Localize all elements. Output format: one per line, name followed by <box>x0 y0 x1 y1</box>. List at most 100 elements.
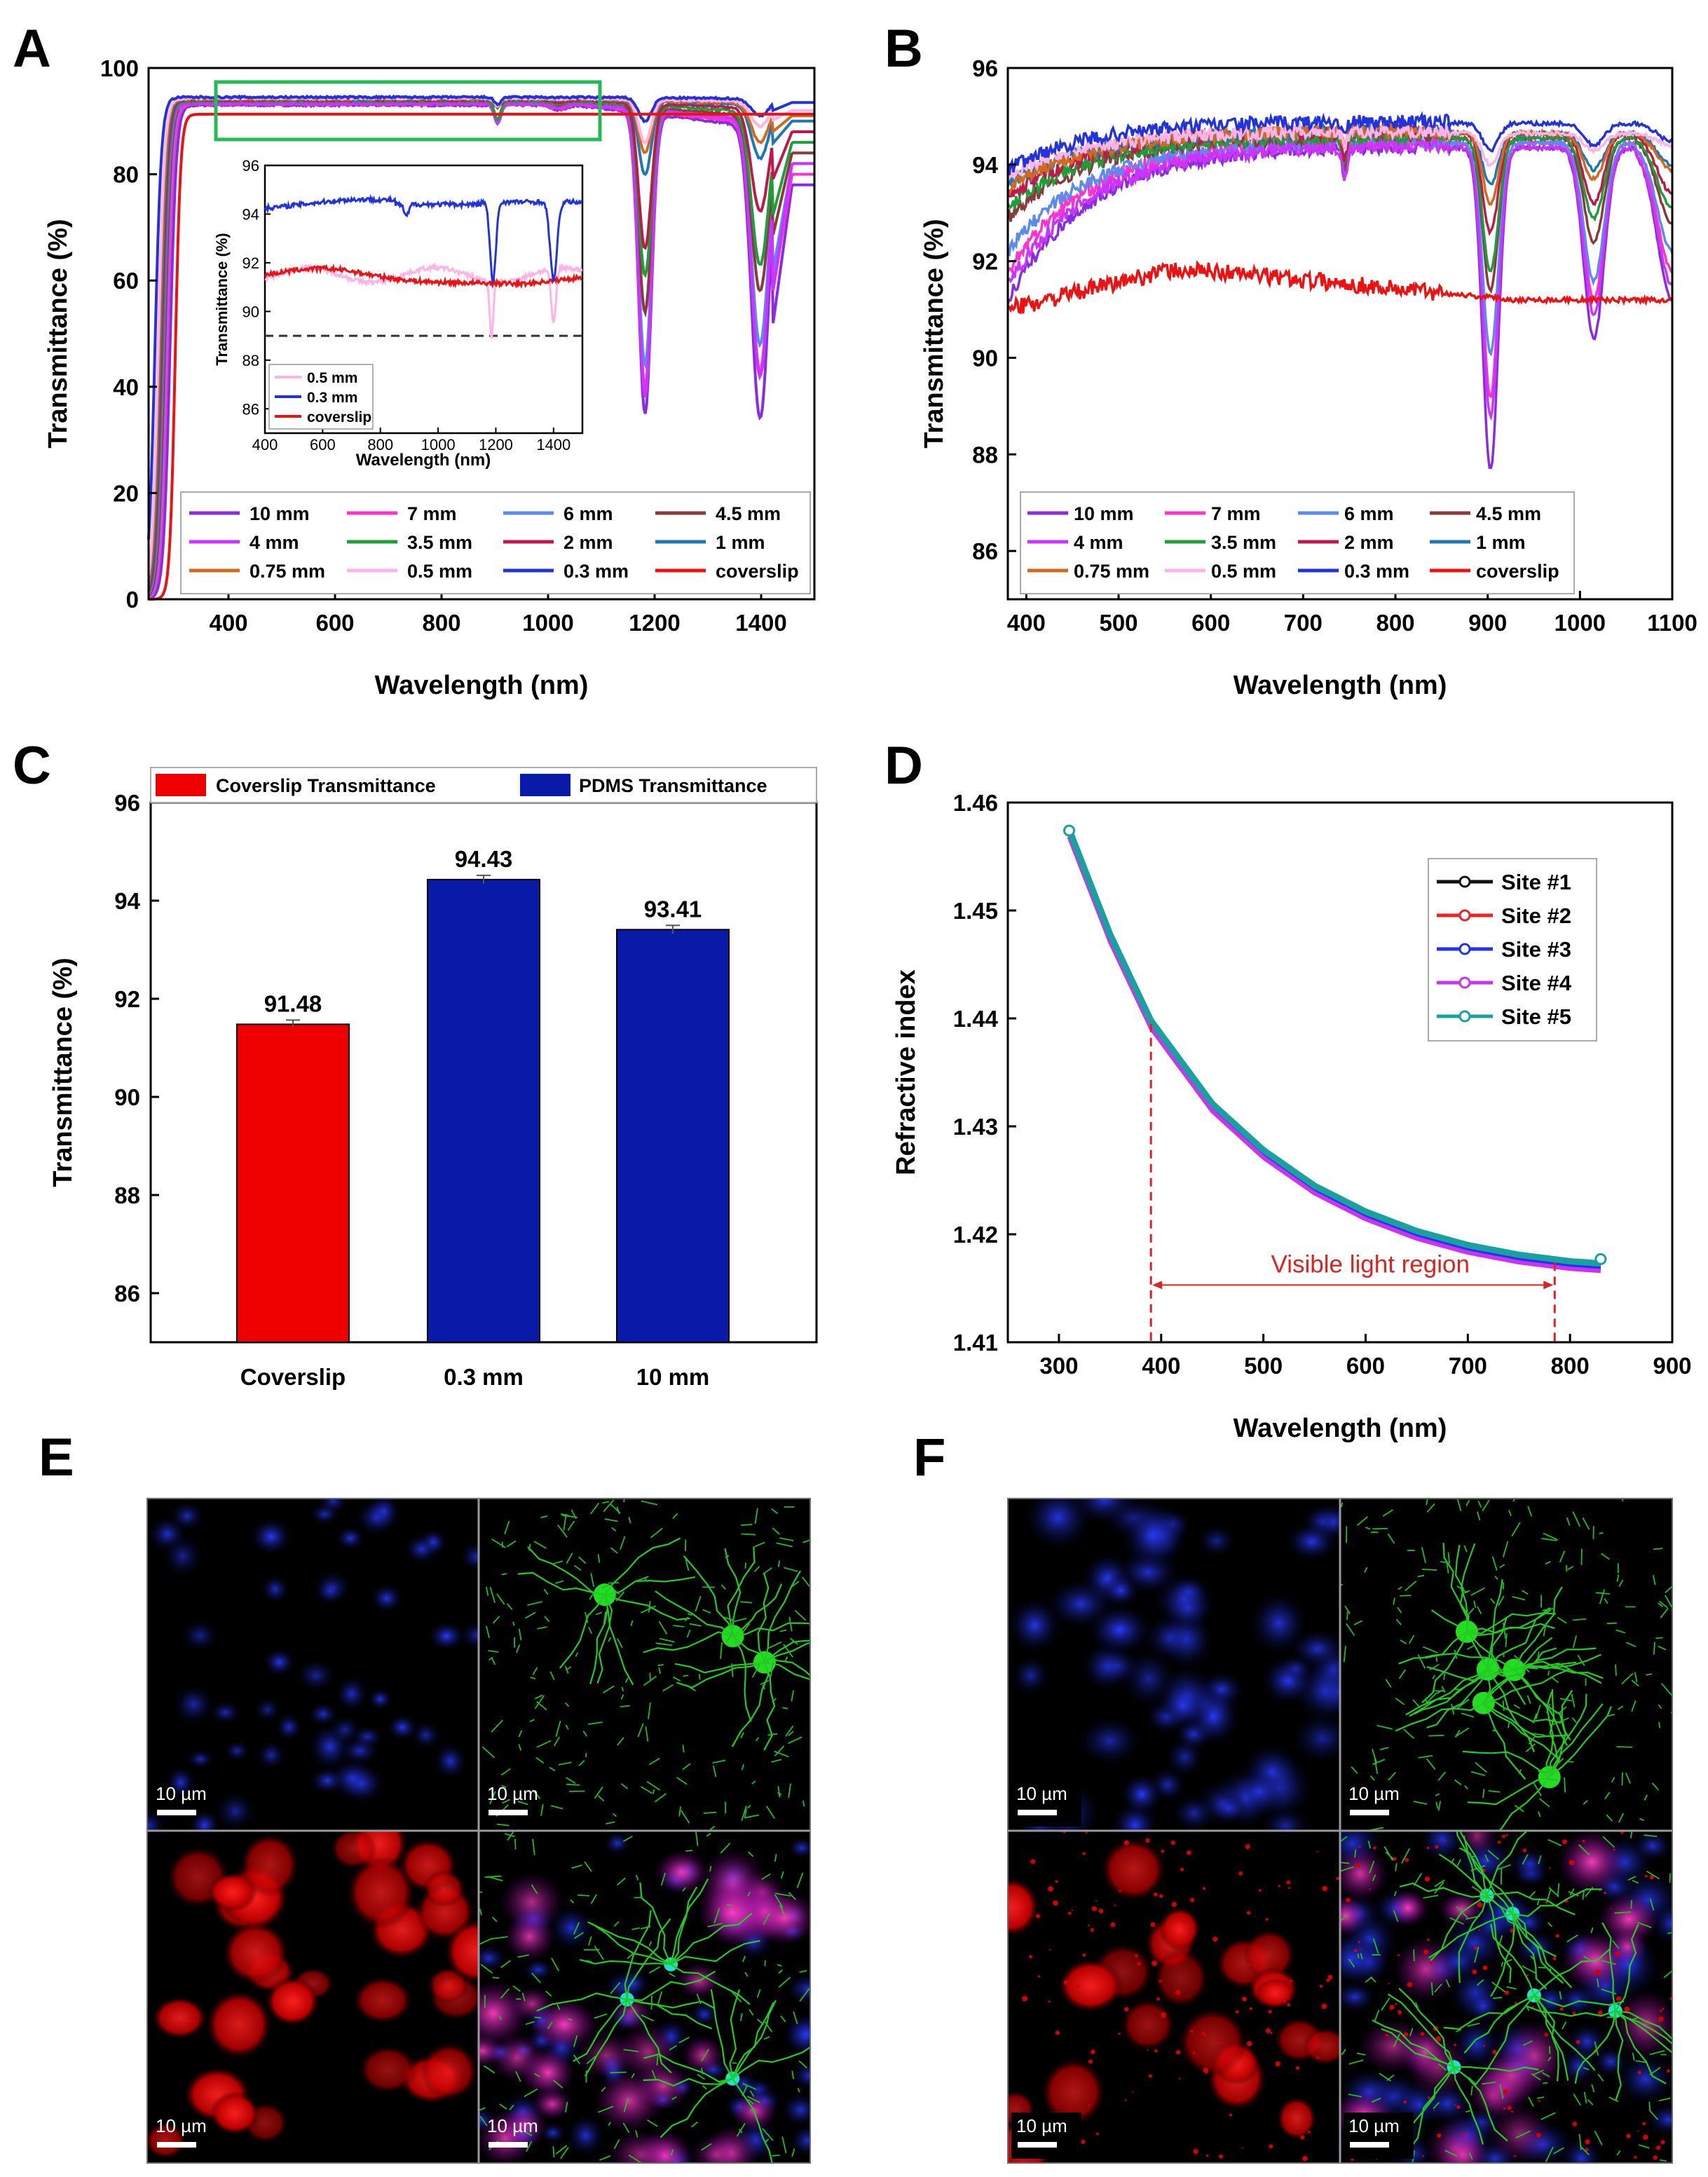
d-xtick-label: 700 <box>1449 1353 1487 1379</box>
b-xtick-label: 900 <box>1468 610 1507 636</box>
e-merge-fiber <box>500 1988 510 1999</box>
b-ytick-label: 90 <box>972 345 998 371</box>
f-neun-speck <box>1161 1849 1165 1853</box>
f-merge-fiber <box>1553 2147 1564 2155</box>
f-neun-speck <box>1067 1911 1072 1916</box>
e-iba1-fiber <box>616 1638 623 1649</box>
f-merge-fiber <box>1365 1977 1372 1983</box>
e-merge-fiber <box>623 2097 629 2113</box>
scale-bar-label: 10 µm <box>1016 2115 1067 2136</box>
f-iba1-process <box>1462 1750 1550 1778</box>
e-neun-neuron <box>152 1996 207 2040</box>
e-merge-fiber <box>778 1977 791 1988</box>
f-merge-speck <box>1513 2155 1516 2157</box>
a-xtick-label: 800 <box>422 610 460 636</box>
f-iba1-fiber <box>1405 1581 1417 1592</box>
e-merge-fiber <box>552 2080 563 2089</box>
f-iba1-fiber <box>1482 1789 1485 1799</box>
a-legend-label: 2 mm <box>563 532 613 553</box>
e-iba1-fiber <box>678 1806 681 1817</box>
e-iba1-fiber <box>566 1783 580 1786</box>
e-iba1-fiber <box>774 1745 785 1756</box>
f-merge-fiber <box>1470 1864 1486 1872</box>
e-iba1-fiber <box>589 1502 600 1515</box>
f-iba1-fiber <box>1461 1712 1475 1718</box>
f-iba1-fiber <box>1665 1595 1672 1609</box>
f-iba1-process <box>1409 1668 1489 1717</box>
a-legend-label: 0.3 mm <box>563 561 629 582</box>
e-merge-fiber <box>584 1861 592 1872</box>
e-merge-fiber <box>551 1957 559 1972</box>
f-neun-speck <box>1135 1954 1138 1958</box>
e-merge-fiber <box>799 1970 807 1973</box>
f-merge-fiber <box>1583 2067 1590 2070</box>
e-merge-fiber <box>532 1838 535 1855</box>
f-neun-speck <box>1145 1838 1150 1843</box>
f-iba1-process <box>1514 1653 1601 1671</box>
f-merge-speck <box>1497 1841 1501 1844</box>
f-merge-fiber <box>1587 2099 1594 2106</box>
scale-bar-bg <box>1011 1780 1081 1827</box>
a-ytick-label: 0 <box>126 587 139 613</box>
e-iba1-fiber <box>624 1677 629 1684</box>
f-merge-fiber <box>1484 1854 1489 1862</box>
f-iba1-fiber <box>1572 1635 1577 1649</box>
f-dapi-nucleus <box>1119 1499 1186 1571</box>
f-iba1-fiber <box>1344 1605 1351 1614</box>
f-merge-nucleus <box>1632 1831 1672 1862</box>
f-merge-fiber <box>1456 1906 1468 1918</box>
f-iba1-fiber <box>1550 1758 1564 1771</box>
e-iba1-fiber <box>672 1676 681 1681</box>
f-iba1-process <box>1426 1666 1515 1681</box>
scale-bar <box>1018 2142 1057 2148</box>
f-merge-fiber <box>1449 1917 1464 1925</box>
e-dapi-nucleus <box>308 1702 339 1727</box>
f-iba1-fiber <box>1661 1683 1672 1696</box>
e-iba1-fiber <box>527 1601 542 1606</box>
c-ytick-label: 94 <box>114 888 140 914</box>
e-iba1-fiber <box>648 1601 651 1613</box>
e-merge-fiber <box>736 2122 746 2137</box>
f-iba1-fiber <box>1412 1800 1428 1805</box>
e-iba1-fiber <box>763 1567 772 1575</box>
f-iba1-fiber <box>1653 1548 1663 1550</box>
f-iba1-fiber <box>1369 1775 1376 1782</box>
e-iba1-fiber <box>788 1736 802 1745</box>
panel-label-d: D <box>884 736 923 796</box>
f-merge-speck <box>1569 1859 1575 1866</box>
f-neun-speck <box>1302 2155 1308 2162</box>
d-marker-start <box>1063 824 1076 837</box>
f-iba1-fiber <box>1397 1606 1402 1613</box>
e-merge-fiber <box>744 1972 749 1977</box>
f-merge-speck <box>1662 2007 1665 2010</box>
e-neun-neuron <box>330 1831 377 1869</box>
f-neun-speck <box>1071 1909 1073 1911</box>
f-iba1-fiber <box>1545 1561 1551 1565</box>
f-neun-speck <box>1288 1887 1291 1890</box>
f-merge-speck <box>1346 1897 1351 1903</box>
f-merge-fiber <box>1381 1997 1391 2011</box>
f-iba1-fiber <box>1626 1642 1637 1648</box>
f-neun-speck <box>1249 2007 1252 2010</box>
a-legend-label: 6 mm <box>563 503 613 524</box>
f-neun-neuron <box>1178 2007 1248 2077</box>
e-merge-process <box>732 2000 777 2080</box>
e-dapi-nucleus <box>369 1583 404 1613</box>
f-iba1-fiber <box>1652 1575 1656 1585</box>
f-merge-fiber <box>1434 1882 1444 1895</box>
a-legend-label: 4 mm <box>250 532 299 553</box>
b-xtick-label: 800 <box>1376 610 1414 636</box>
f-iba1-fiber <box>1365 1527 1371 1530</box>
e-merge-fiber <box>635 2130 638 2138</box>
f-iba1-fiber <box>1505 1633 1508 1647</box>
e-iba1-process <box>527 1546 606 1596</box>
f-iba1-fiber <box>1546 1703 1551 1714</box>
e-iba1-fiber <box>534 1695 545 1709</box>
f-neun-speck <box>1147 2049 1149 2052</box>
e-iba1-fiber <box>782 1707 788 1709</box>
f-merge-speck <box>1427 1846 1430 1850</box>
e-iba1-process <box>764 1639 810 1663</box>
f-merge-speck <box>1549 1867 1551 1869</box>
f-iba1-fiber <box>1494 1576 1498 1581</box>
e-iba1-fiber <box>533 1541 547 1549</box>
